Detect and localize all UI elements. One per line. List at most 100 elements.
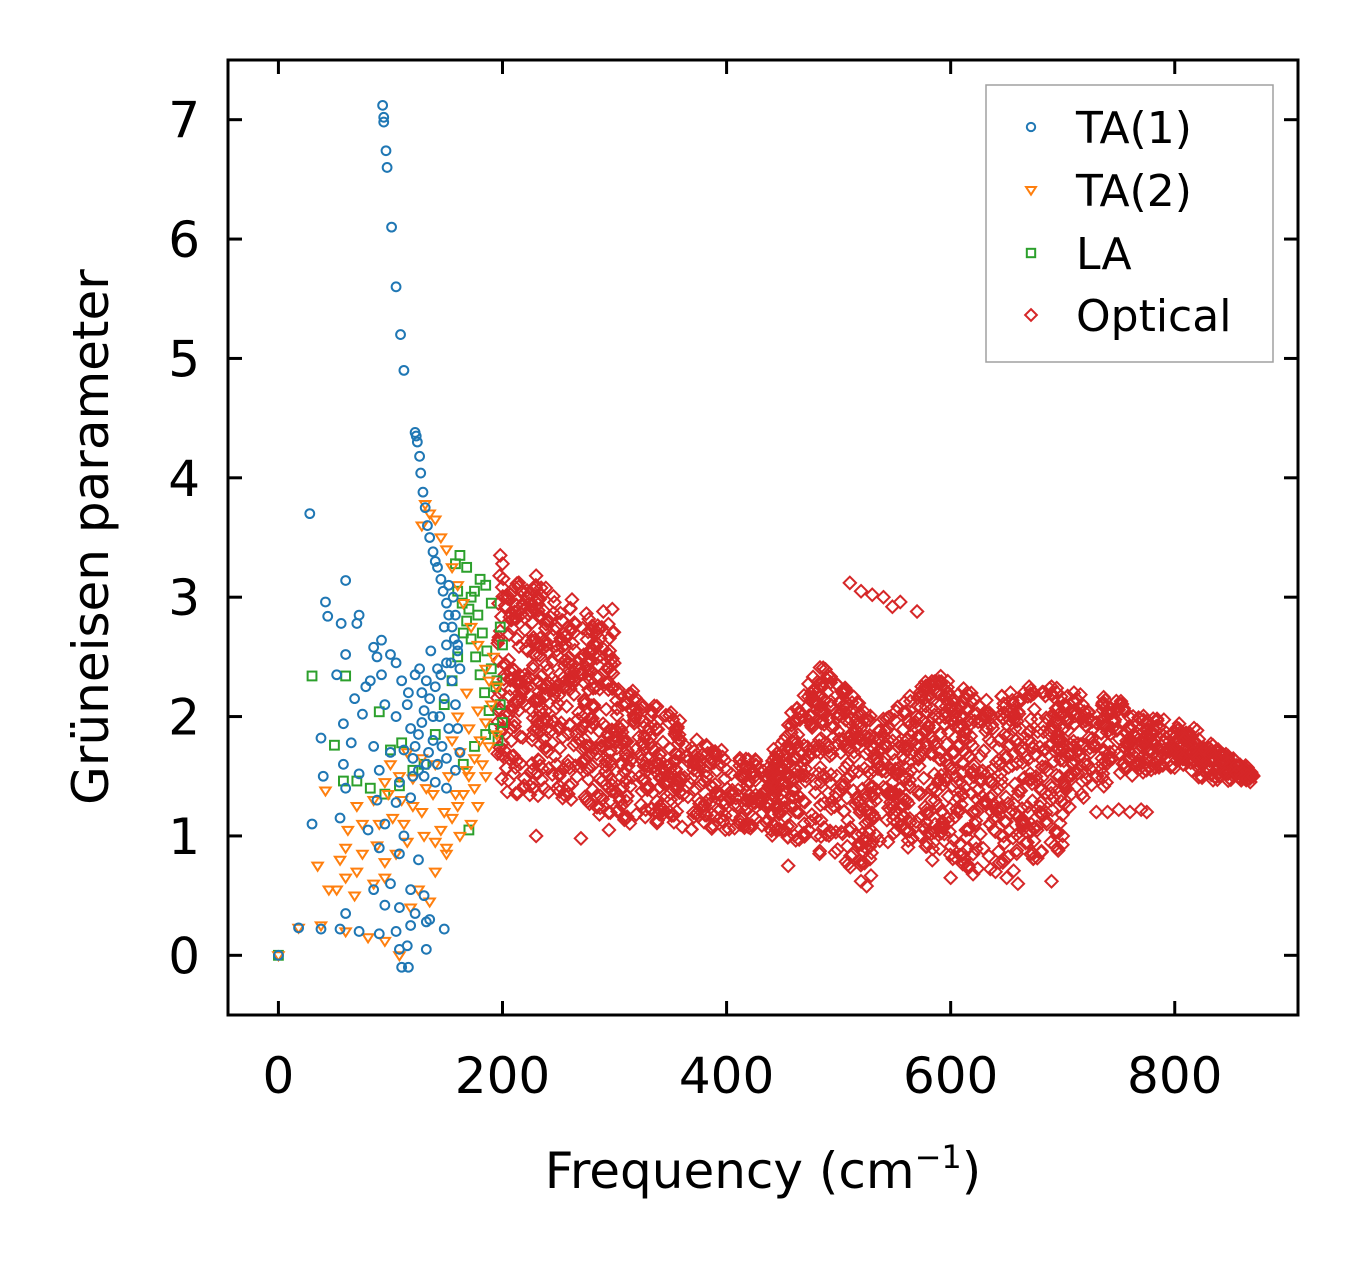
optical-point	[522, 787, 538, 803]
optical-point	[981, 705, 997, 721]
ta-2--point	[445, 563, 460, 575]
optical-point	[934, 816, 950, 832]
ta-2--point	[355, 849, 370, 861]
ta-1--point	[315, 732, 327, 744]
y-tick-label: 0	[168, 927, 200, 985]
optical-point	[945, 851, 961, 867]
optical-point	[699, 807, 715, 823]
ta-2--point	[385, 813, 400, 825]
optical-point	[1098, 718, 1115, 734]
optical-point	[852, 801, 868, 818]
optical-point	[894, 748, 910, 764]
ta-1--point	[413, 764, 424, 776]
optical-point	[560, 753, 577, 769]
optical-point	[947, 715, 963, 731]
optical-point	[1030, 711, 1046, 727]
optical-point	[546, 687, 562, 704]
optical-point	[1075, 714, 1091, 730]
optical-point	[820, 711, 837, 727]
optical-point	[841, 730, 857, 746]
optical-point	[609, 700, 626, 716]
optical-point	[1019, 726, 1035, 742]
optical-point	[1094, 697, 1110, 713]
optical-point	[501, 626, 517, 643]
optical-point	[579, 738, 595, 754]
optical-point	[856, 855, 873, 871]
ta-1--point	[405, 723, 417, 734]
optical-point	[885, 787, 902, 804]
optical-point	[683, 821, 699, 838]
optical-point	[1008, 805, 1024, 821]
optical-point	[1061, 799, 1078, 815]
ta-1--point	[334, 812, 346, 824]
optical-point	[1080, 711, 1096, 728]
optical-point	[842, 726, 859, 742]
optical-point	[1079, 771, 1095, 787]
optical-point	[1098, 774, 1115, 791]
optical-point	[1025, 846, 1041, 862]
ta-1--point	[420, 916, 432, 928]
optical-point	[866, 809, 882, 826]
ta-1--point	[429, 681, 441, 693]
optical-point	[585, 700, 601, 716]
optical-point	[1009, 846, 1025, 862]
ta-2--point	[461, 724, 476, 736]
optical-point	[579, 793, 596, 810]
optical-point	[930, 827, 947, 843]
optical-point	[812, 745, 829, 761]
optical-point	[1043, 679, 1060, 695]
optical-point	[896, 797, 912, 814]
ta-1--point	[413, 854, 424, 866]
optical-point	[814, 741, 831, 757]
optical-point	[1024, 793, 1041, 809]
ta-2--point	[422, 897, 437, 909]
optical-point	[702, 796, 718, 812]
optical-point	[1173, 748, 1189, 764]
ta-2--point	[475, 760, 490, 772]
optical-point	[1056, 747, 1072, 763]
la-point	[329, 739, 340, 751]
optical-point	[991, 740, 1007, 756]
la-point	[465, 591, 477, 603]
optical-point	[941, 823, 958, 840]
optical-point	[926, 747, 942, 763]
optical-point	[497, 598, 513, 614]
ta-1--point	[447, 591, 459, 603]
optical-point	[504, 620, 521, 637]
optical-point	[932, 841, 948, 857]
ta-1--point	[443, 579, 455, 591]
optical-point	[1021, 679, 1037, 695]
optical-point	[1044, 780, 1060, 796]
optical-point	[991, 757, 1008, 773]
optical-point	[1008, 732, 1024, 749]
la-point	[481, 645, 493, 657]
ta-1--point	[405, 884, 417, 896]
optical-point	[686, 762, 702, 778]
optical-point	[1001, 759, 1017, 775]
optical-point	[1050, 739, 1066, 755]
optical-point	[576, 647, 592, 663]
optical-point	[528, 828, 544, 844]
optical-point	[941, 757, 957, 774]
optical-point	[1066, 685, 1082, 701]
optical-point	[783, 717, 800, 733]
optical-point	[492, 547, 508, 564]
optical-point	[534, 640, 551, 657]
optical-point	[1000, 849, 1016, 865]
optical-point	[967, 816, 983, 833]
optical-point	[990, 844, 1007, 860]
optical-point	[577, 753, 593, 769]
la-point	[338, 775, 349, 787]
optical-point	[669, 720, 685, 736]
optical-point	[638, 802, 654, 818]
optical-point	[1135, 764, 1151, 780]
optical-point	[584, 640, 600, 656]
ta-1--point	[452, 723, 464, 734]
la-point	[479, 687, 490, 699]
optical-point	[813, 828, 829, 845]
ta-2--point	[392, 772, 407, 784]
x-tick-label: 200	[455, 1047, 550, 1105]
optical-point	[1149, 712, 1165, 729]
optical-point	[774, 803, 790, 819]
ta-1--point	[420, 943, 432, 955]
